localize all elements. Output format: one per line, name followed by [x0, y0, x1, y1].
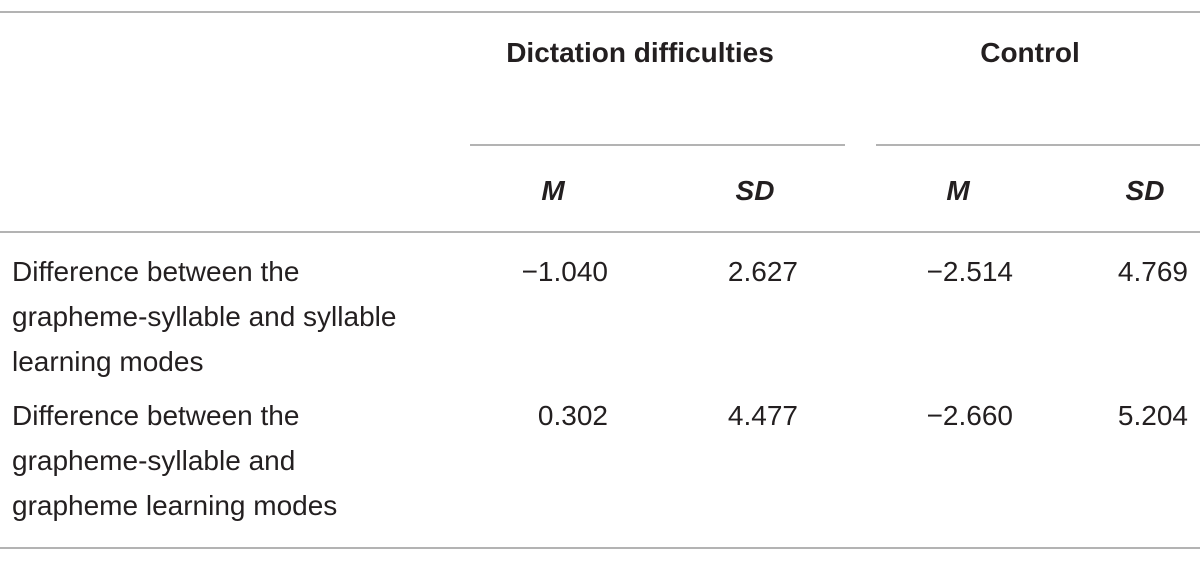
header-rule	[0, 231, 1200, 233]
subheader: M	[946, 175, 970, 206]
group-rule	[470, 144, 845, 146]
group-rule	[876, 144, 1200, 146]
cell: −2.660	[926, 400, 1013, 431]
group-header: Dictation difficulties	[506, 37, 774, 68]
cell: 4.769	[1117, 256, 1188, 287]
subheader: SD	[735, 175, 775, 206]
cell: 4.477	[727, 400, 798, 431]
top-rule	[0, 11, 1200, 13]
group-header: Control	[980, 37, 1080, 68]
cell: −2.514	[926, 256, 1013, 287]
row-label: Difference between the grapheme-syllable…	[12, 256, 397, 377]
row-label: Difference between the grapheme-syllable…	[12, 400, 338, 521]
bottom-rule	[0, 547, 1200, 549]
cell: −1.040	[521, 256, 608, 287]
cell: 5.204	[1117, 400, 1188, 431]
cell: 2.627	[727, 256, 798, 287]
subheader: M	[541, 175, 565, 206]
cell: 0.302	[537, 400, 608, 431]
subheader: SD	[1125, 175, 1165, 206]
